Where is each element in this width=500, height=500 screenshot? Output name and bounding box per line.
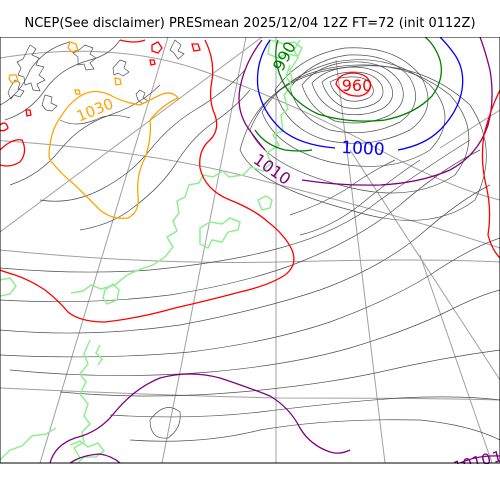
isobar-line <box>4 39 121 121</box>
coastline-island <box>0 277 17 297</box>
isobar-1020 <box>481 89 500 259</box>
isobar-1030 <box>48 90 180 219</box>
isobar-line <box>239 65 487 221</box>
isobar-1020 <box>149 59 156 66</box>
isobar-line <box>7 79 25 100</box>
isobar-1020 <box>25 109 32 117</box>
isobar-1030 <box>74 89 81 95</box>
isobar-line <box>0 149 481 303</box>
isobar-line <box>9 84 161 186</box>
isobar-line <box>149 407 181 439</box>
isobar-1030 <box>114 77 122 86</box>
isobar-line <box>301 61 404 124</box>
isobar-1030 <box>8 74 19 84</box>
isobar-line <box>41 94 58 112</box>
map-frame <box>0 37 500 464</box>
isobar-line <box>261 59 446 167</box>
figure-title: NCEP(See disclaimer) PRESmean 2025/12/04… <box>24 16 476 31</box>
isobar-1010 <box>69 453 121 463</box>
isobar-line <box>59 349 500 397</box>
isobar-line <box>169 39 185 60</box>
isobar-1020 <box>0 39 295 323</box>
graticule-meridian <box>335 59 386 463</box>
isobar-1020 <box>191 43 201 52</box>
pressure-map: 1030 990 960 1000 1010 1010 1 <box>0 37 500 464</box>
isobar-line <box>289 159 396 216</box>
isobar-960 <box>335 72 371 97</box>
coastline-labrador <box>70 339 91 463</box>
isobar-1010 <box>238 39 266 151</box>
isobar-1000 <box>256 39 336 149</box>
isobar-1030 <box>67 41 79 53</box>
graticule <box>0 37 500 463</box>
graticule-parallel <box>0 387 500 401</box>
isobar-line <box>0 184 491 334</box>
isobar-1020 <box>0 139 26 167</box>
isobar-1020 <box>151 41 163 54</box>
coastline-greenland <box>289 39 301 81</box>
isobar-line <box>0 237 500 358</box>
isobar-line <box>72 44 97 71</box>
graticule-meridian <box>0 37 263 233</box>
contour-label-1-bottom-edge: 1 <box>490 447 500 464</box>
coastline-island <box>257 195 273 211</box>
contour-label-1010-bottom: 1010 <box>452 450 493 464</box>
isobar-line <box>129 419 500 442</box>
isobar-1020 <box>119 39 146 43</box>
isobar-990 <box>275 37 443 122</box>
isobar-line <box>109 396 500 418</box>
coastline-iceland <box>267 39 303 59</box>
isobars-colored <box>0 37 500 463</box>
coastline <box>0 39 303 463</box>
graticule-parallel <box>0 140 500 249</box>
coastline-greenland <box>70 64 293 294</box>
isobar-line <box>16 44 46 92</box>
isobar-1020 <box>0 122 9 132</box>
graticule-meridian <box>439 109 500 149</box>
isobar-line <box>79 89 251 231</box>
graticule-meridian <box>349 149 500 381</box>
coastline-labrador <box>69 440 106 463</box>
isobar-line <box>112 59 130 77</box>
isobar-1010 <box>301 37 493 186</box>
contour-label-960: 960 <box>342 76 373 95</box>
isobar-line <box>299 159 421 236</box>
isobar-line <box>329 76 374 102</box>
isobar-990 <box>254 129 313 152</box>
isobar-line <box>274 47 429 144</box>
graticule-meridian <box>161 37 247 463</box>
graticule-meridian <box>419 254 493 463</box>
isobar-1000 <box>397 37 464 151</box>
isobar-1010 <box>459 455 500 463</box>
isobar-line <box>9 289 500 376</box>
isobar-line <box>289 54 416 134</box>
contour-label-1000: 1000 <box>341 138 385 160</box>
coastline-labrador <box>95 344 103 366</box>
thin-isobars <box>0 39 500 442</box>
coastline-island <box>102 283 120 305</box>
graticule-parallel <box>0 249 500 263</box>
contour-label-1030: 1030 <box>74 95 116 126</box>
isobar-line <box>321 71 384 109</box>
isobar-line <box>59 115 131 125</box>
isobar-line <box>39 69 246 202</box>
isobar-1010 <box>49 373 351 463</box>
coastline-island <box>199 217 241 250</box>
isobar-line <box>249 64 470 194</box>
coastline-labrador <box>0 427 57 461</box>
